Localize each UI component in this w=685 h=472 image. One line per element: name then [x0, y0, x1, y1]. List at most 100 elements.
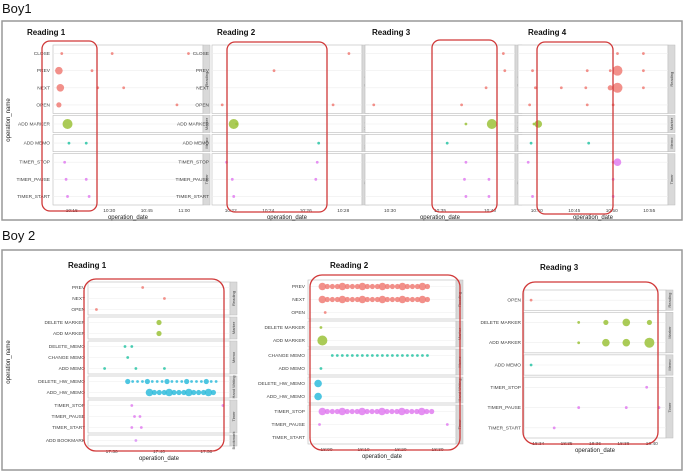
data-point — [401, 354, 404, 357]
data-point — [144, 378, 150, 385]
data-point — [123, 345, 127, 348]
data-point — [421, 354, 424, 357]
data-point — [139, 426, 143, 429]
facet-strip-label: Memo — [231, 351, 236, 363]
data-point — [584, 86, 588, 90]
data-point — [131, 380, 135, 383]
data-point — [56, 83, 65, 92]
facet-strip-label: Timer — [204, 174, 209, 185]
section-label: Boy1 — [2, 1, 32, 16]
data-point — [613, 158, 622, 167]
data-point — [358, 282, 367, 291]
data-point — [318, 423, 321, 426]
data-point — [529, 363, 533, 367]
x-tick-label: 18:40 — [646, 441, 658, 447]
data-point — [577, 406, 581, 409]
data-point — [429, 408, 435, 415]
data-point — [409, 408, 415, 415]
x-tick-label: 17:50 — [200, 449, 212, 455]
data-point — [349, 296, 355, 303]
data-point — [374, 296, 381, 303]
data-point — [84, 177, 88, 181]
data-point — [318, 282, 327, 291]
data-point — [181, 389, 187, 396]
data-point — [354, 408, 360, 415]
data-point — [133, 415, 136, 418]
facet-panel — [307, 348, 457, 376]
x-tick-label: 10:55 — [643, 208, 655, 214]
x-tick-label: 10:26 — [300, 208, 312, 214]
facet-strip — [229, 316, 238, 340]
panel-title: Reading 3 — [372, 28, 411, 37]
data-point — [349, 408, 355, 415]
data-point — [418, 282, 427, 291]
data-point — [151, 389, 157, 396]
facet-strip-label: Marker — [667, 326, 672, 339]
data-point — [364, 408, 370, 415]
data-point — [528, 103, 532, 107]
row-label: TIMER_START — [17, 194, 50, 200]
data-point — [484, 86, 488, 90]
y-axis-title: operation_name — [6, 340, 12, 384]
row-label: CHANGE MEMO — [268, 353, 305, 359]
data-point — [344, 283, 350, 290]
data-point — [155, 380, 159, 383]
row-label: ADD_HW_MEMO — [47, 390, 86, 396]
facet-panel — [364, 44, 516, 114]
row-label: NEXT — [72, 296, 85, 302]
row-label: ADD MEMO — [24, 141, 51, 147]
row-label: ADD MEMO — [279, 366, 306, 372]
data-point — [347, 52, 351, 55]
data-point — [404, 283, 411, 290]
data-point — [319, 326, 323, 329]
data-point — [642, 52, 645, 55]
data-point — [501, 52, 505, 55]
data-point — [141, 380, 144, 383]
x-tick-label: 17:30 — [106, 449, 118, 455]
row-label: NEXT — [292, 297, 305, 303]
row-label: ADD BOOKMARK — [46, 438, 86, 444]
x-tick-label: 10:35 — [434, 208, 446, 214]
data-point — [559, 86, 563, 90]
data-point — [587, 141, 591, 145]
data-point — [230, 177, 234, 181]
facet-strip-label: Bookmark — [231, 431, 236, 449]
facet-strip-label: Marker — [204, 117, 209, 130]
panel-title: Reading 2 — [330, 261, 369, 270]
facet-strip — [202, 44, 211, 114]
x-tick-label: 10:45 — [568, 208, 580, 214]
data-point — [608, 69, 612, 73]
data-point — [334, 283, 340, 290]
row-label: ADD MEMO — [59, 366, 86, 372]
data-point — [315, 160, 319, 164]
data-point — [526, 160, 530, 164]
x-tick-label: 10:40 — [531, 208, 543, 214]
facet-strip-label: Memo — [667, 359, 672, 371]
data-point — [531, 69, 534, 73]
data-point — [418, 295, 427, 304]
data-point — [349, 283, 355, 290]
data-point — [369, 283, 375, 290]
data-point — [329, 408, 335, 415]
row-label: TIMER_PAUSE — [176, 177, 210, 183]
row-label: TIMER_STOP — [178, 160, 209, 166]
data-point — [317, 141, 321, 145]
facet-strip — [667, 44, 676, 114]
data-point — [414, 283, 421, 290]
y-axis-title: operation_name — [6, 98, 12, 142]
data-point — [460, 103, 463, 107]
data-point — [232, 195, 236, 198]
data-point — [464, 160, 468, 164]
data-point — [404, 408, 410, 415]
data-point — [414, 296, 421, 303]
data-point — [324, 296, 330, 303]
data-point — [350, 354, 354, 357]
data-point — [160, 380, 164, 383]
facet-strip-label: Timer — [231, 411, 236, 422]
data-point — [331, 103, 335, 107]
facet-strip-label: Reading — [204, 72, 209, 87]
data-point — [612, 82, 623, 93]
row-label: CLOSE — [193, 51, 209, 57]
data-point — [324, 408, 330, 415]
row-label: DELETE_HW_MEMO — [258, 381, 305, 387]
